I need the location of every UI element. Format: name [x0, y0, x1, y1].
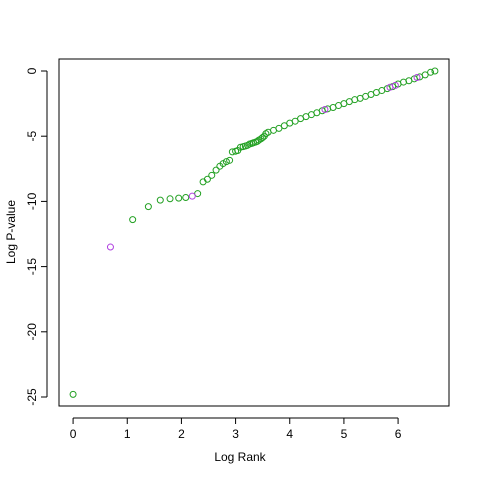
y-tick-label: -15	[25, 258, 39, 276]
y-tick-label: -25	[25, 388, 39, 406]
plot-frame	[58, 58, 450, 407]
y-tick-label: -20	[25, 323, 39, 341]
point	[175, 194, 183, 202]
point	[236, 143, 244, 151]
point	[275, 124, 283, 132]
point	[166, 195, 174, 203]
point	[194, 190, 202, 198]
y-tick-label: -10	[25, 192, 39, 210]
point	[280, 122, 288, 130]
point	[431, 67, 439, 75]
point	[413, 74, 421, 82]
x-tick-label: 6	[395, 427, 402, 441]
point	[226, 156, 234, 164]
x-axis-label: Log Rank	[214, 450, 266, 464]
point	[208, 171, 216, 179]
point	[182, 193, 190, 201]
point	[321, 105, 329, 113]
point	[188, 192, 196, 200]
x-tick-label: 0	[70, 427, 77, 441]
point	[391, 81, 399, 89]
point	[421, 71, 429, 79]
x-tick-label: 2	[178, 427, 185, 441]
x-tick-label: 4	[286, 427, 293, 441]
point	[144, 203, 152, 211]
x-tick-label: 3	[232, 427, 239, 441]
point	[291, 117, 299, 125]
point	[106, 243, 114, 251]
y-axis-label: Log P-value	[4, 200, 18, 264]
point	[129, 216, 137, 224]
point	[69, 390, 77, 398]
point	[222, 158, 230, 166]
y-tick-label: 0	[25, 67, 39, 74]
point	[427, 68, 435, 76]
x-tick-label: 5	[341, 427, 348, 441]
point	[203, 175, 211, 183]
point	[156, 196, 164, 204]
point	[212, 166, 220, 174]
x-tick-label: 1	[124, 427, 131, 441]
y-tick-label: -5	[25, 131, 39, 142]
